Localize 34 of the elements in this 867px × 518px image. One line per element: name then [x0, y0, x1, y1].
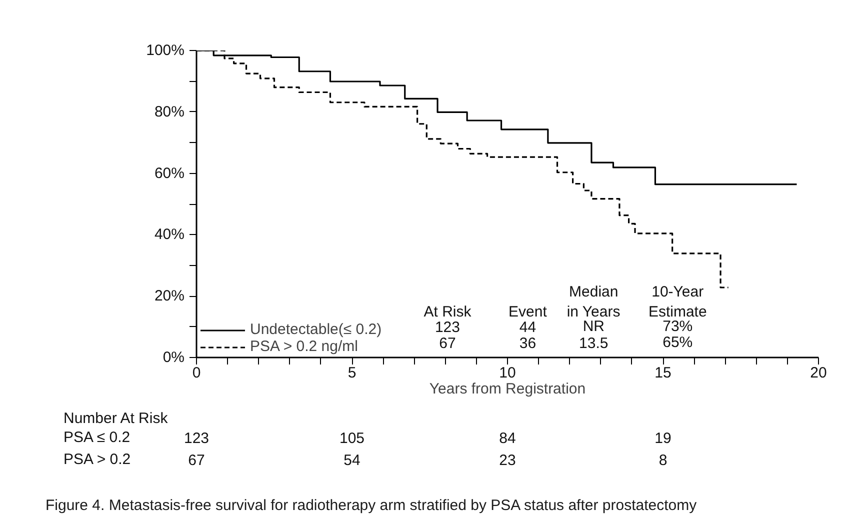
annotation: Event: [508, 304, 548, 321]
x-tick-label: 15: [654, 364, 672, 382]
text: PSA > 0.2: [64, 451, 131, 468]
y-tick-label: 0%: [162, 349, 185, 366]
text: 105: [339, 430, 365, 447]
text: 8: [658, 452, 668, 469]
annotation: 67: [439, 334, 456, 352]
y-tick-label: 40%: [154, 226, 185, 244]
x-tick-label: 10: [499, 364, 516, 382]
text: 123: [184, 430, 210, 447]
text: 23: [499, 452, 516, 469]
y-tick-label: 60%: [154, 164, 185, 182]
x-tick-label: 20: [810, 364, 827, 382]
annotation: At Risk: [424, 304, 472, 321]
text: 67: [188, 452, 205, 469]
annotation: 36: [519, 334, 536, 352]
text: Number At Risk: [64, 410, 168, 427]
x-axis-title: Years from Registration: [429, 380, 586, 398]
annotation: 44: [519, 318, 536, 336]
text: PSA ≤ 0.2: [64, 429, 130, 446]
legend-label: Undetectable(≤ 0.2): [250, 321, 382, 338]
legend-label: PSA > 0.2 ng/ml: [250, 338, 358, 355]
x-tick-label: 0: [192, 364, 201, 382]
annotation: 123: [434, 318, 460, 336]
caption: Figure 4. Metastasis-free survival for radiotherapy arm stratified by PSA status after prostatectomy: [46, 497, 698, 514]
y-tick-label: 80%: [154, 103, 185, 120]
x-tick-label: 5: [348, 364, 356, 382]
y-tick-label: 100%: [146, 42, 185, 59]
text: 84: [499, 430, 516, 447]
y-tick-label: 20%: [154, 288, 185, 305]
annotation: 13.5: [579, 334, 608, 352]
annotation: 65%: [662, 334, 693, 351]
text: 19: [654, 430, 672, 447]
text: 54: [344, 452, 360, 469]
